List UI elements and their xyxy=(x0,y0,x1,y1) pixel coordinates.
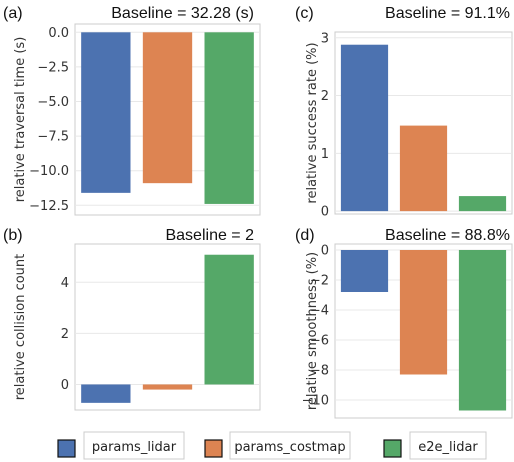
legend-label-box xyxy=(409,431,487,460)
y-tick-label: 2 xyxy=(61,327,69,342)
panel-letter: (b) xyxy=(3,227,23,244)
baseline-title: Baseline = 2 xyxy=(165,227,254,244)
baseline-title: Baseline = 32.28 (s) xyxy=(111,5,254,22)
legend: params_lidar params_costmap e2e_lidar xyxy=(57,431,487,460)
y-tick-label: −12.5 xyxy=(29,199,69,214)
legend-swatch-params-lidar xyxy=(57,439,76,458)
y-axis-label: relative collision count xyxy=(13,254,28,401)
y-tick-label: −7.5 xyxy=(37,130,69,145)
legend-swatch-e2e-lidar xyxy=(383,439,402,458)
y-tick-label: −10.0 xyxy=(29,164,69,179)
bar-e2e-lidar xyxy=(458,196,507,212)
legend-label-box xyxy=(229,431,351,460)
y-axis-label: relative success rate (%) xyxy=(305,42,320,203)
plot-frame xyxy=(334,31,513,215)
y-tick-label: −2 xyxy=(310,274,329,289)
bar-params-lidar xyxy=(81,384,131,403)
y-axis-label: relative traversal time (s) xyxy=(13,37,28,203)
y-tick-label: 2 xyxy=(321,89,329,104)
plot-frame xyxy=(334,243,513,419)
legend-label: params_costmap xyxy=(234,440,345,455)
legend-label: e2e_lidar xyxy=(418,440,478,455)
baseline-title: Baseline = 91.1% xyxy=(385,5,510,22)
y-tick-label: 0 xyxy=(321,205,329,220)
bar-e2e-lidar xyxy=(458,250,507,411)
plot-frame xyxy=(74,23,261,216)
bar-params-costmap xyxy=(142,384,193,390)
legend-label: params_lidar xyxy=(92,440,177,455)
bar-params-costmap xyxy=(142,32,193,184)
panel-letter: (a) xyxy=(3,5,23,22)
bar-params-lidar xyxy=(81,32,131,193)
bar-params-lidar xyxy=(340,250,389,292)
bar-e2e-lidar xyxy=(204,254,254,385)
chart-panel: 0 2 4 relative collision count (b) Baseline =… xyxy=(3,227,261,411)
y-tick-label: 1 xyxy=(321,147,329,162)
y-tick-label: −10 xyxy=(302,394,329,409)
baseline-title: Baseline = 88.8% xyxy=(385,227,510,244)
y-tick-label: 4 xyxy=(61,276,69,291)
y-tick-label: 0 xyxy=(321,244,329,259)
plot-frame xyxy=(74,243,261,411)
y-tick-label: 0.0 xyxy=(48,26,69,41)
y-tick-label: −8 xyxy=(310,364,329,379)
y-tick-label: −5.0 xyxy=(37,95,69,110)
legend-swatch-params-costmap xyxy=(204,439,223,458)
y-tick-label: 0 xyxy=(61,378,69,393)
panel-letter: (c) xyxy=(295,5,314,22)
bar-params-costmap xyxy=(399,125,448,212)
y-axis-label: relative smoothness (%) xyxy=(305,252,320,410)
y-tick-label: −6 xyxy=(310,334,329,349)
bar-params-costmap xyxy=(399,250,448,375)
y-tick-label: 3 xyxy=(321,31,329,46)
bar-params-lidar xyxy=(340,44,389,212)
y-tick-label: −2.5 xyxy=(37,60,69,75)
legend-label-box xyxy=(83,431,185,460)
y-tick-label: −4 xyxy=(310,304,329,319)
bar-e2e-lidar xyxy=(204,32,254,204)
panel-letter: (d) xyxy=(295,227,315,244)
